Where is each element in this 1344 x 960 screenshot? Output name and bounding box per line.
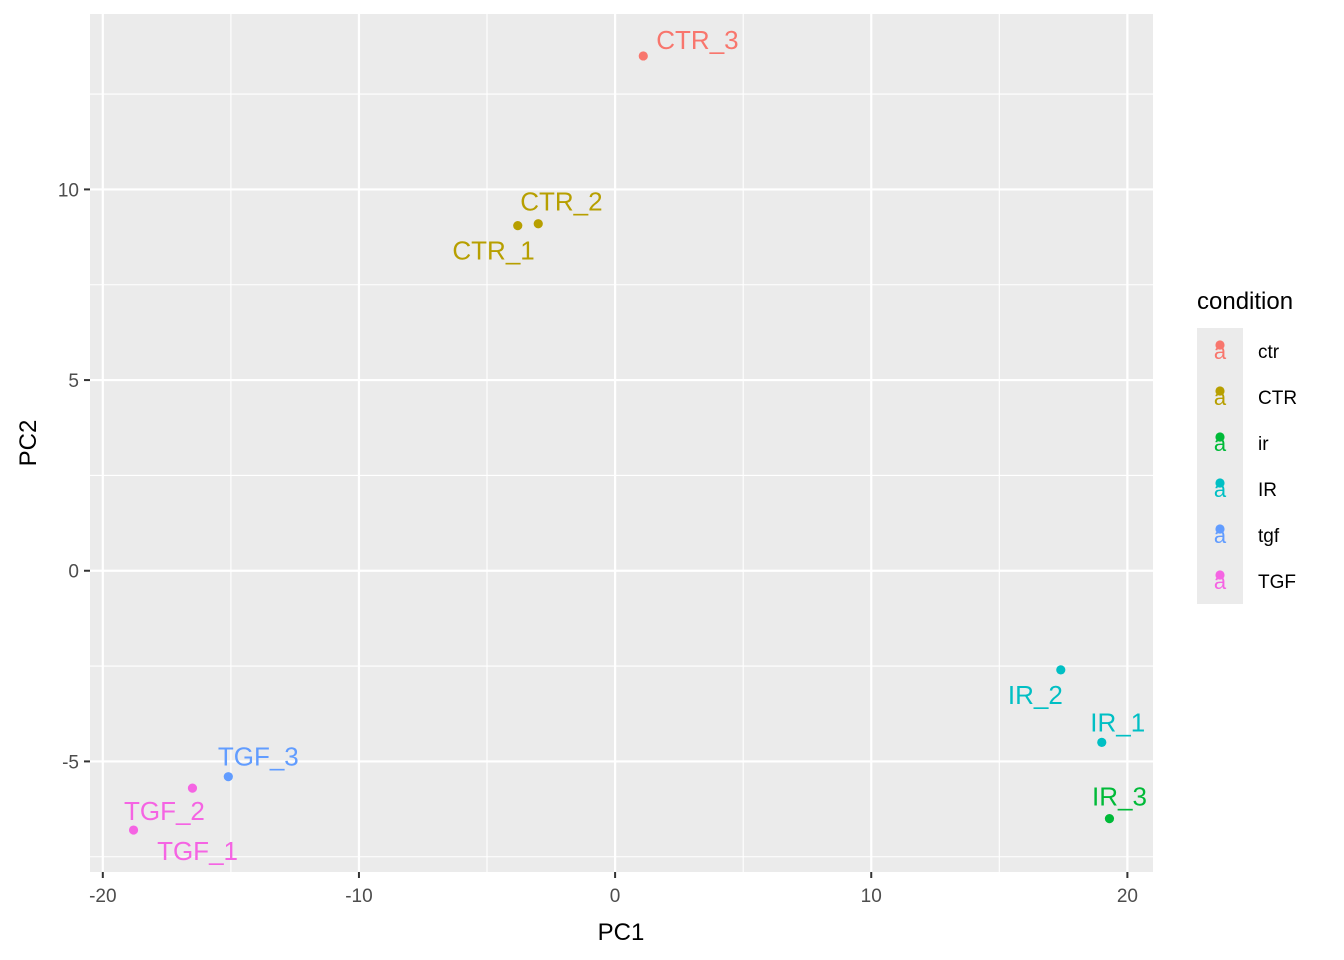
point-label: CTR_3 [656, 25, 738, 55]
legend-label: ir [1258, 434, 1269, 455]
legend-key-glyph: a [1214, 339, 1227, 364]
data-point [1104, 814, 1115, 824]
x-tick-label: 0 [610, 886, 621, 907]
data-point [1056, 665, 1066, 675]
major-gridlines [90, 14, 1153, 872]
point-label: IR_1 [1090, 707, 1145, 737]
legend-key-point [1215, 386, 1225, 396]
legend-key-point [1215, 570, 1225, 580]
point-labels: CTR_3 CTR_1 CTR_2 IR_3 IR_2 IR_1 TGF_3 TGF_2 TGF… [124, 25, 1147, 866]
legend: condition a ctr a CTR a ir a IR a tgf a TGF [1197, 288, 1297, 604]
y-axis-title: PC2 [15, 420, 42, 467]
axis-ticks: -20 -10 0 10 20 -5 0 5 10 [58, 180, 1138, 907]
point-label: TGF_3 [218, 742, 299, 772]
legend-label: CTR [1258, 388, 1297, 409]
legend-key-point [1215, 524, 1225, 534]
panel-background [90, 14, 1153, 872]
data-point [533, 219, 543, 229]
data-point [513, 221, 523, 231]
x-tick-label: -20 [89, 886, 116, 907]
y-tick-label: 10 [58, 180, 79, 201]
legend-key-point [1215, 340, 1225, 350]
point-label: CTR_2 [520, 187, 602, 217]
y-tick-label: 5 [68, 371, 79, 392]
legend-label: ctr [1258, 342, 1280, 363]
point-label: TGF_2 [124, 796, 205, 826]
data-point [638, 51, 648, 61]
legend-key-point [1215, 432, 1225, 442]
point-label: IR_2 [1008, 680, 1063, 710]
data-point [187, 783, 198, 793]
legend-label: TGF [1258, 572, 1296, 593]
legend-label: IR [1258, 480, 1277, 501]
data-point [128, 825, 139, 835]
y-tick-label: -5 [62, 752, 79, 773]
legend-key-glyph: a [1214, 569, 1227, 594]
data-point [1097, 737, 1107, 747]
point-label: CTR_1 [452, 236, 534, 266]
legend-key-glyph: a [1214, 523, 1227, 548]
x-tick-label: -10 [345, 886, 372, 907]
point-label: TGF_1 [157, 836, 238, 866]
x-axis-title: PC1 [598, 919, 645, 946]
legend-key-background [1197, 328, 1243, 604]
minor-gridlines [90, 14, 1153, 872]
x-tick-label: 20 [1117, 886, 1138, 907]
y-tick-label: 0 [68, 562, 79, 583]
data-points [128, 51, 1115, 835]
data-point [223, 772, 233, 782]
point-label: IR_3 [1092, 782, 1147, 812]
legend-key-glyph: a [1214, 385, 1227, 410]
legend-key-point [1215, 478, 1225, 488]
legend-key-glyph: a [1214, 431, 1227, 456]
legend-title: condition [1197, 288, 1293, 315]
x-tick-label: 10 [861, 886, 882, 907]
legend-label: tgf [1258, 526, 1280, 547]
legend-key-glyph: a [1214, 477, 1227, 502]
